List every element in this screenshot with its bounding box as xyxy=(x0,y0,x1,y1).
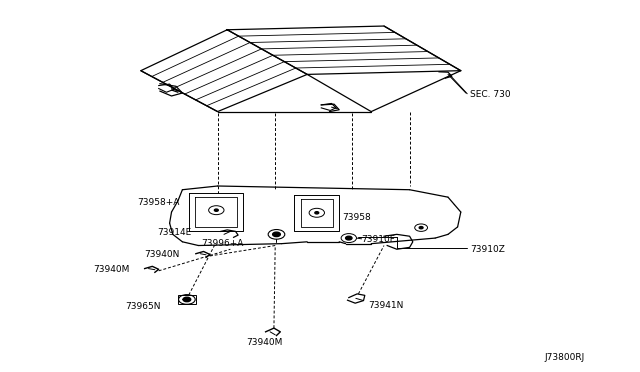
Text: 73941N: 73941N xyxy=(368,301,403,310)
Circle shape xyxy=(273,232,280,237)
Circle shape xyxy=(346,236,352,240)
Text: 73910F: 73910F xyxy=(362,235,396,244)
Text: 73958: 73958 xyxy=(342,213,371,222)
Text: 73910Z: 73910Z xyxy=(470,245,505,254)
Text: 73965N: 73965N xyxy=(125,302,160,311)
Circle shape xyxy=(183,297,191,302)
Text: SEC. 730: SEC. 730 xyxy=(470,90,511,99)
Text: 73958+A: 73958+A xyxy=(138,198,180,207)
Circle shape xyxy=(315,212,319,214)
Text: 73914E: 73914E xyxy=(157,228,191,237)
Bar xyxy=(178,295,196,304)
Circle shape xyxy=(214,209,218,211)
Text: 73996+A: 73996+A xyxy=(202,239,244,248)
Text: 73940M: 73940M xyxy=(246,338,283,347)
Text: 73940N: 73940N xyxy=(144,250,179,259)
Text: J73800RJ: J73800RJ xyxy=(544,353,584,362)
Text: 73940M: 73940M xyxy=(93,265,129,274)
Circle shape xyxy=(419,227,423,229)
